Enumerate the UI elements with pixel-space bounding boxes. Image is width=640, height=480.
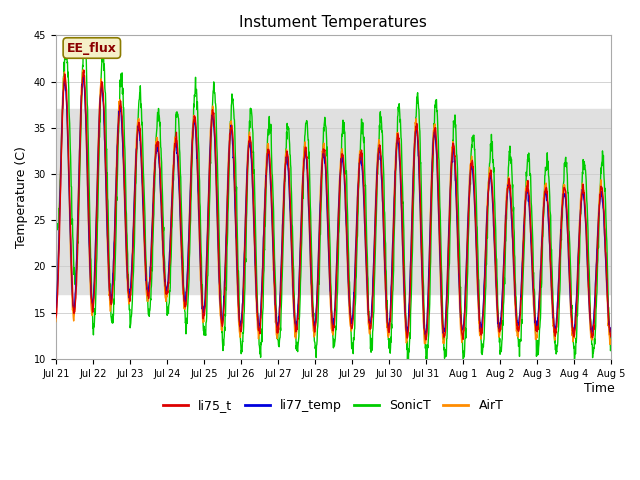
Y-axis label: Temperature (C): Temperature (C) bbox=[15, 146, 28, 248]
Bar bbox=[56, 109, 611, 294]
Text: EE_flux: EE_flux bbox=[67, 41, 116, 55]
Legend: li75_t, li77_temp, SonicT, AirT: li75_t, li77_temp, SonicT, AirT bbox=[158, 395, 508, 418]
X-axis label: Time: Time bbox=[584, 382, 615, 395]
Title: Instument Temperatures: Instument Temperatures bbox=[239, 15, 428, 30]
